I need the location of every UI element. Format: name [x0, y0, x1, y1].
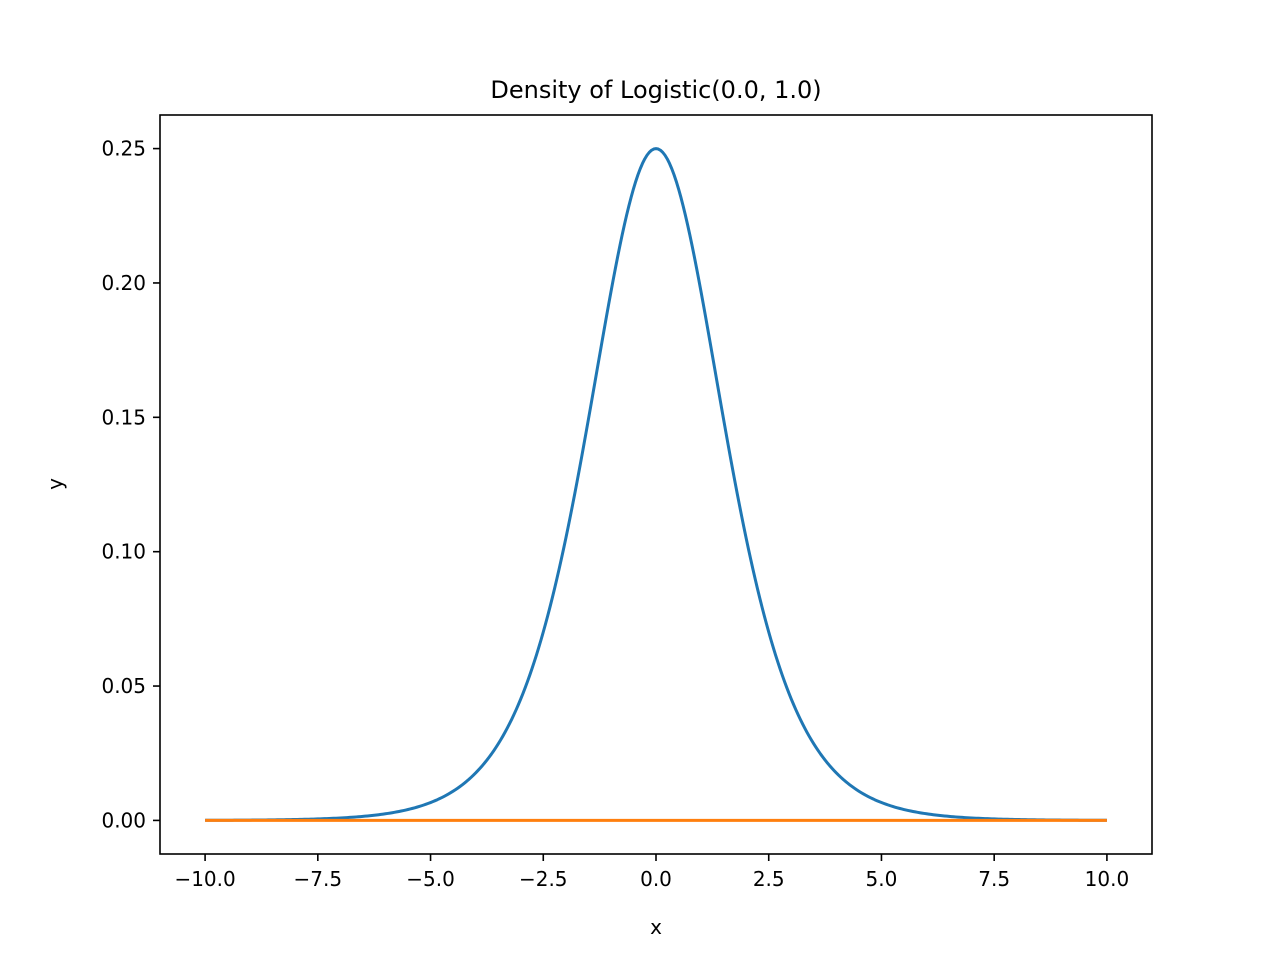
x-tick-label: −5.0	[406, 867, 455, 891]
y-tick-label: 0.05	[101, 674, 146, 698]
x-tick-label: 7.5	[978, 867, 1010, 891]
y-axis-label: y	[43, 478, 67, 490]
x-tick-label: 0.0	[640, 867, 672, 891]
chart-title: Density of Logistic(0.0, 1.0)	[490, 76, 821, 104]
x-tick-label: −2.5	[519, 867, 568, 891]
y-tick-label: 0.15	[101, 405, 146, 429]
y-tick-label: 0.00	[101, 808, 146, 832]
x-tick-label: −10.0	[174, 867, 235, 891]
x-axis-label: x	[650, 915, 662, 939]
x-tick-label: 2.5	[753, 867, 785, 891]
y-tick-label: 0.20	[101, 271, 146, 295]
x-tick-label: 10.0	[1085, 867, 1130, 891]
y-tick-label: 0.10	[101, 540, 146, 564]
x-tick-label: −7.5	[294, 867, 343, 891]
x-tick-label: 5.0	[866, 867, 898, 891]
x-axis-ticks: −10.0 −7.5 −5.0 −2.5 0.0 2.5 5.0 7.5 10.0	[174, 854, 1129, 891]
series-layer	[205, 147, 1107, 822]
y-tick-label: 0.25	[101, 137, 146, 161]
y-axis-ticks: 0.00 0.05 0.10 0.15 0.20 0.25	[101, 137, 160, 832]
series-line-0	[205, 147, 1107, 822]
